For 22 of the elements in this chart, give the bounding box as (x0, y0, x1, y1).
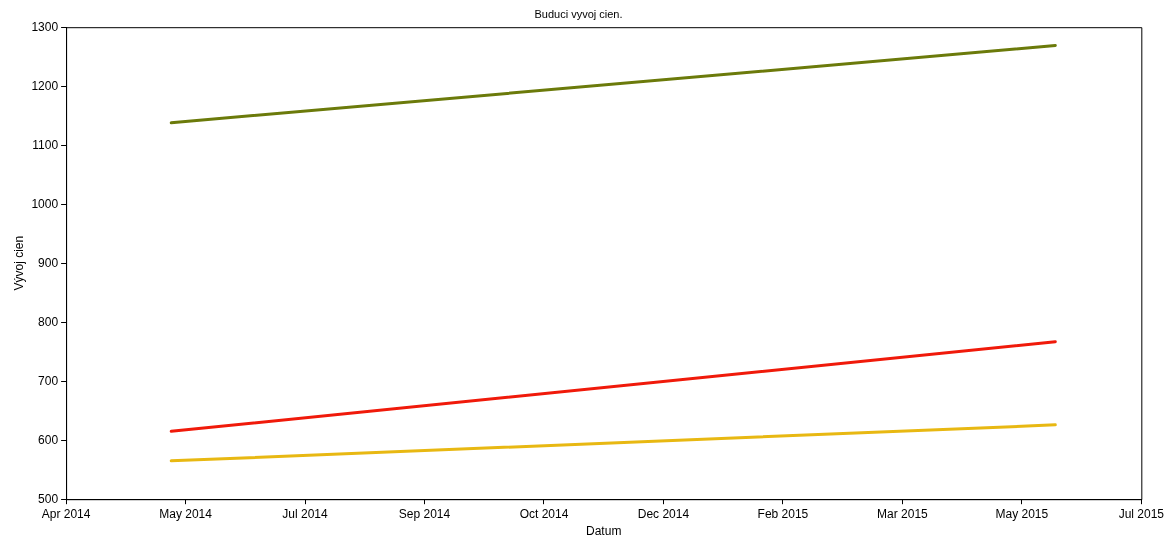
y-tick-label: 1200 (31, 78, 59, 93)
x-tick-label: Sep 2014 (398, 506, 451, 521)
x-tick-label: Mar 2015 (877, 506, 929, 521)
x-tick-label: Jul 2014 (282, 506, 329, 521)
y-tick-label: 700 (38, 373, 59, 388)
chart-title: Buduci vyvoj cien. (534, 7, 623, 20)
y-tick-label: 900 (38, 255, 59, 270)
y-tick-label: 600 (38, 432, 59, 447)
y-axis-title: Vývoj cien (11, 235, 26, 291)
x-tick-label: May 2015 (995, 506, 1049, 521)
x-tick-label: Oct 2014 (519, 506, 569, 521)
x-tick-label: Feb 2015 (757, 506, 809, 521)
x-tick-label: May 2014 (159, 506, 213, 521)
x-tick-label: Jul 2015 (1118, 506, 1165, 521)
y-tick-label: 500 (38, 491, 59, 506)
x-tick-label: Dec 2014 (637, 506, 690, 521)
y-tick-label: 1100 (32, 137, 59, 152)
y-tick-label: 800 (38, 314, 59, 329)
x-axis-title: Datum (586, 524, 622, 539)
x-tick-label: Apr 2014 (41, 506, 91, 521)
y-tick-label: 1000 (31, 196, 59, 211)
y-tick-label: 1300 (31, 19, 59, 34)
